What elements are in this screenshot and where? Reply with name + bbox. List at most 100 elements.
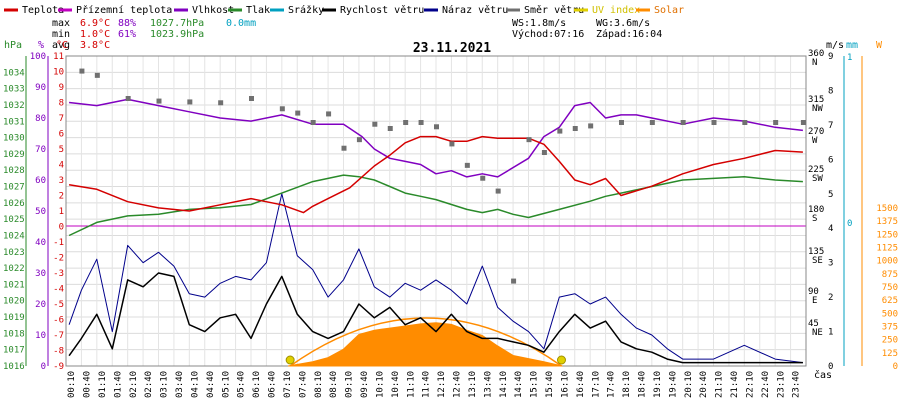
solar-tick-label: 0: [893, 362, 898, 372]
legend-label: Solar: [654, 5, 684, 16]
temperature-tick-label: 9: [59, 83, 64, 93]
wind-direction-point: [464, 162, 470, 168]
x-tick-label: 23:10: [776, 371, 786, 398]
direction-tick-label: NE: [812, 328, 823, 338]
pressure-tick-label: 1033: [3, 85, 25, 95]
pressure-tick-label: 1031: [3, 117, 25, 127]
x-tick-label: 18:40: [638, 371, 648, 398]
legend-label: Vlhkost: [192, 5, 234, 16]
pressure-tick-label: 1025: [3, 215, 25, 225]
pressure-tick-label: 1021: [3, 280, 25, 290]
pressure-tick-label: 1034: [3, 68, 25, 78]
wind-direction-point: [279, 106, 285, 112]
wind-direction-point: [557, 128, 563, 134]
temperature-tick-label: 10: [53, 68, 64, 78]
legend-label: Srážky: [288, 4, 324, 16]
temperature-tick-label: 8: [59, 99, 64, 109]
wind-direction-point: [187, 99, 193, 105]
x-tick-label: 14:10: [499, 371, 509, 398]
wind-tick-label: 0: [828, 362, 833, 372]
line-series: [68, 98, 803, 364]
x-tick-label: 02:10: [129, 371, 139, 398]
temperature-tick-label: 5: [59, 145, 64, 155]
humidity-tick-label: 40: [35, 238, 46, 248]
x-tick-label: 22:40: [761, 371, 771, 398]
direction-tick-label: N: [812, 58, 817, 68]
wind-direction-point: [341, 145, 347, 151]
x-tick-label: 00:40: [83, 371, 93, 398]
wind-tick-label: 6: [828, 155, 833, 165]
x-tick-label: 06:10: [252, 371, 262, 398]
wind-direction-point: [310, 120, 316, 125]
legend-label: Teplota: [22, 5, 64, 16]
humidity-tick-label: 100: [30, 52, 46, 62]
wind-direction-point: [249, 96, 254, 101]
wind-direction-point: [480, 175, 486, 181]
wind-tick-label: 9: [828, 52, 833, 62]
legend-label: Tlak: [246, 5, 270, 16]
temperature-tick-label: -9: [53, 362, 64, 372]
wind-direction-point: [79, 68, 85, 74]
x-tick-label: 13:40: [483, 371, 493, 398]
wind-direction-series: [79, 68, 806, 284]
stats-min-label: min: [52, 29, 70, 40]
x-tick-label: 20:10: [684, 371, 694, 398]
wind-direction-point: [156, 98, 162, 104]
stats-max-temp: 6.9°C: [80, 18, 110, 29]
direction-tick-label: 315: [808, 95, 824, 105]
humidity-tick-label: 70: [35, 145, 46, 155]
temperature-tick-label: 6: [59, 130, 64, 140]
wind-direction-point: [387, 126, 393, 131]
info-wg: WG:3.6m/s: [596, 18, 650, 29]
x-tick-label: 12:10: [437, 371, 447, 398]
wind-direction-point: [434, 124, 439, 130]
wind-direction-point: [711, 120, 717, 125]
wind-direction-point: [495, 188, 501, 194]
temperature-tick-label: -6: [53, 316, 64, 326]
humidity-tick-label: 90: [35, 83, 46, 93]
x-axis-ticks: 00:10 00:40 01:10 01:40 02:10 02:40 03:10 03:40…: [67, 371, 802, 398]
direction-tick-label: 360: [808, 49, 824, 59]
direction-tick-label: SW: [812, 174, 823, 184]
direction-tick-label: S: [812, 214, 817, 224]
x-tick-label: 15:10: [530, 371, 540, 398]
x-tick-label: 11:10: [406, 371, 416, 398]
x-tick-label: 14:40: [514, 371, 524, 398]
humidity-tick-label: 0: [41, 362, 46, 372]
pressure-tick-label: 1029: [3, 150, 25, 160]
direction-tick-label: W: [812, 136, 818, 146]
stats-max-rain: 0.0mm: [226, 18, 256, 29]
pressure-tick-label: 1022: [3, 264, 25, 274]
rain-tick-label: 0: [847, 219, 852, 229]
wind-direction-point: [125, 96, 131, 101]
temperature-tick-label: 2: [59, 192, 64, 202]
wind-direction-point: [572, 126, 578, 131]
temperature-tick-label: 4: [59, 161, 64, 171]
direction-tick-label: SE: [812, 256, 823, 266]
temperature-tick-label: 7: [59, 114, 64, 124]
x-tick-label: 04:10: [190, 371, 200, 398]
pressure-tick-label: 1030: [3, 134, 25, 144]
wind-tick-label: 5: [828, 190, 833, 200]
humidity-tick-label: 60: [35, 176, 46, 186]
x-tick-label: 07:40: [298, 371, 308, 398]
x-tick-label: 05:40: [237, 371, 247, 398]
pressure-tick-label: 1027: [3, 183, 25, 193]
temperature-tick-label: -8: [53, 347, 64, 357]
x-tick-label: 09:10: [345, 371, 355, 398]
wind-direction-point: [800, 120, 806, 125]
pressure-tick-label: 1028: [3, 166, 25, 176]
wind-direction-point: [449, 141, 455, 147]
gust-line: [68, 193, 803, 364]
x-tick-label: 04:40: [206, 371, 216, 398]
x-tick-label: 19:10: [653, 371, 663, 398]
unit-degc: °C: [56, 40, 68, 51]
pressure-tick-label: 1023: [3, 248, 25, 258]
temperature-tick-label: 1: [59, 207, 64, 217]
humidity-tick-label: 50: [35, 207, 46, 217]
wind-speed-line: [68, 272, 803, 364]
temperature-tick-label: 3: [59, 176, 64, 186]
x-tick-label: 03:10: [160, 371, 170, 398]
temperature-tick-label: -5: [53, 300, 64, 310]
